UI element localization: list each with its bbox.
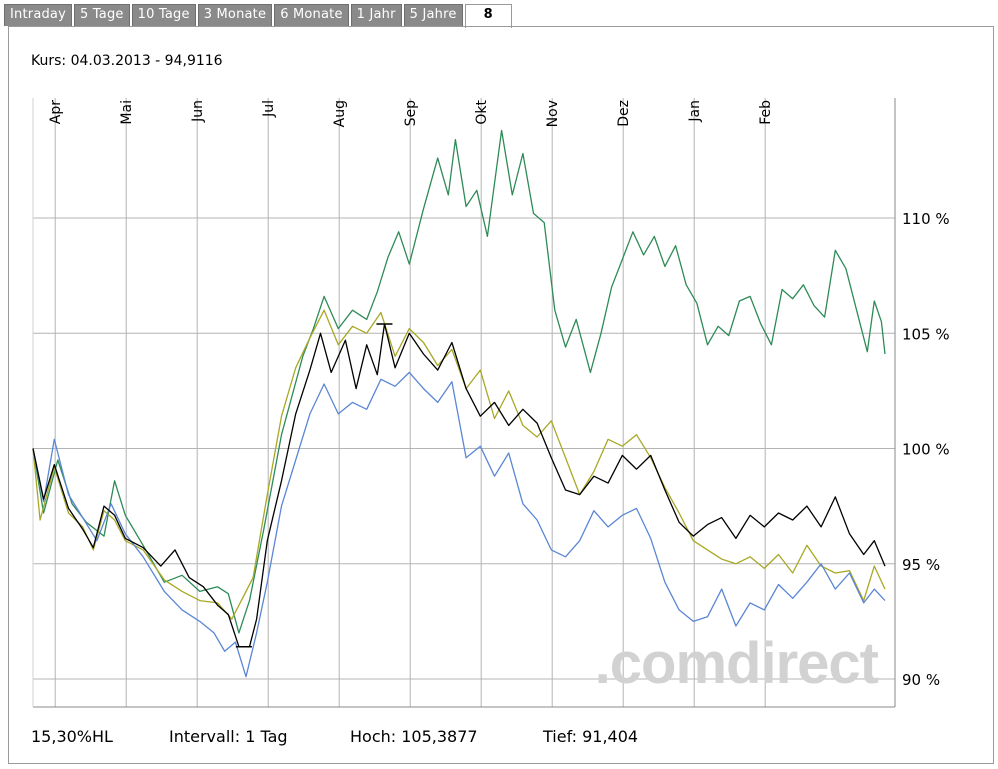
x-tick-label: Jun (190, 100, 206, 123)
footer-tief: Tief: 91,404 (543, 727, 639, 746)
x-tick-label: Mai (119, 100, 135, 125)
tab-intraday[interactable]: Intraday (4, 4, 72, 26)
series-line-olive (32, 309, 886, 620)
x-tick-label: Sep (403, 100, 419, 127)
footer-intervall: Intervall: 1 Tag (169, 727, 288, 746)
y-tick-label: 105 % (902, 325, 950, 343)
x-tick-label: Aug (332, 100, 348, 127)
x-tick-label: Dez (616, 100, 632, 127)
tab-max[interactable]: 8 (464, 4, 512, 28)
tab-1-jahr[interactable]: 1 Jahr (350, 4, 402, 26)
tab-5-jahre[interactable]: 5 Jahre (403, 4, 463, 26)
y-tick-label: 95 % (902, 556, 940, 574)
footer-hl: 15,30%HL (31, 727, 113, 746)
x-tick-label: Jan (687, 100, 703, 123)
series-lines (32, 129, 886, 678)
kurs-label: Kurs: 04.03.2013 - 94,9116 (31, 53, 223, 69)
axis-labels: 90 % 95 % 100 % 105 % 110 % Apr Mai Jun Jul Aug Se… (48, 99, 949, 689)
series-line-black (32, 323, 886, 648)
grid-lines (32, 98, 896, 708)
x-tick-label: Feb (758, 100, 774, 125)
y-tick-label: 90 % (902, 671, 940, 689)
x-tick-label: Apr (48, 100, 64, 124)
chart-frame (8, 26, 994, 764)
y-tick-label: 110 % (902, 210, 950, 228)
period-tabs: Intraday 5 Tage 10 Tage 3 Monate 6 Monat… (4, 4, 514, 28)
high-low-markers (235, 323, 393, 648)
comdirect-watermark: .comdirect (595, 631, 879, 696)
tab-3-monate[interactable]: 3 Monate (197, 4, 273, 26)
footer-hoch: Hoch: 105,3877 (350, 727, 478, 746)
x-tick-label: Okt (474, 99, 490, 124)
series-line-blue (32, 371, 886, 678)
x-tick-label: Jul (261, 100, 277, 118)
x-tick-label: Nov (545, 100, 561, 127)
tab-5-tage[interactable]: 5 Tage (74, 4, 130, 26)
series-line-green (32, 129, 886, 634)
tab-6-monate[interactable]: 6 Monate (274, 4, 349, 26)
tab-10-tage[interactable]: 10 Tage (131, 4, 196, 26)
y-tick-label: 100 % (902, 441, 950, 459)
